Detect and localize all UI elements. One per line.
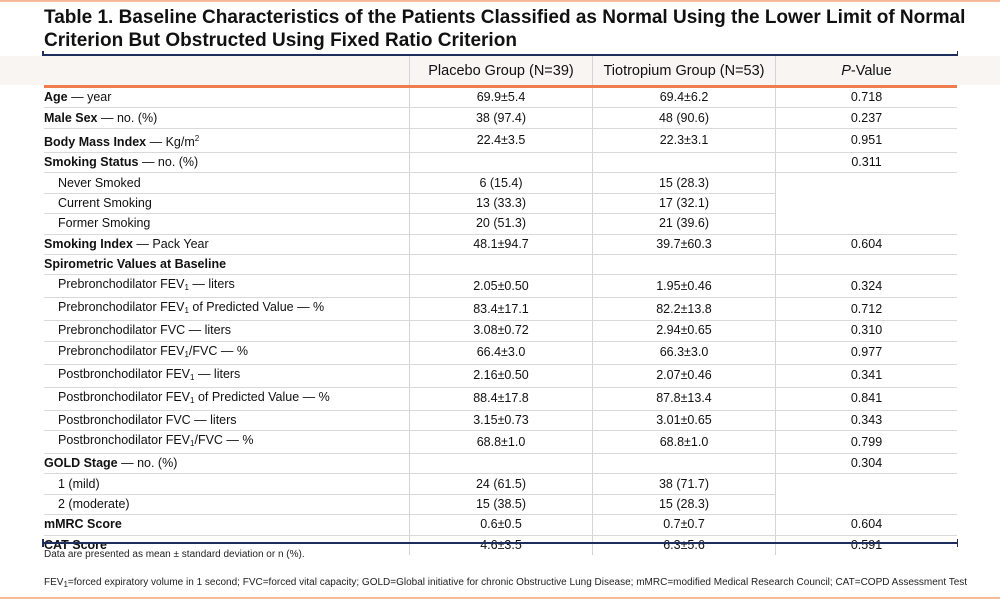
col-placebo: Placebo Group (N=39)	[409, 56, 593, 88]
table-row: Male Sex — no. (%) 38 (97.4) 48 (90.6) 0.23…	[44, 107, 957, 129]
table-row: Prebronchodilator FEV1 — liters 2.05±0.50…	[44, 274, 957, 299]
header-row: Placebo Group (N=39) Tiotropium Group (N…	[44, 56, 957, 88]
table-row: Postbronchodilator FEV1 — liters 2.16±0.5…	[44, 364, 957, 388]
table-row: Prebronchodilator FEV1 of Predicted Valu…	[44, 297, 957, 322]
table-row: Prebronchodilator FEV1/FVC — % 66.4±3.0 66…	[44, 341, 957, 365]
top-border	[0, 0, 1000, 2]
table-title: Table 1. Baseline Characteristics of the…	[44, 7, 966, 51]
table-row: Age — year 69.9±5.4 69.4±6.2 0.718	[44, 86, 957, 109]
table-row: Smoking Index — Pack Year 48.1±94.7 39.7±6…	[44, 234, 957, 255]
top-rule	[42, 51, 958, 58]
table-row: CAT Score 4.6±3.5 6.3±5.6 0.591	[44, 535, 957, 556]
bottom-rule	[42, 539, 958, 546]
table-row: GOLD Stage — no. (%) 0.304	[44, 453, 957, 475]
col-label	[44, 56, 410, 88]
table-row: Prebronchodilator FVC — liters 3.08±0.72 2…	[44, 320, 957, 342]
table-row: Current Smoking 13 (33.3) 17 (32.1)	[44, 193, 957, 215]
baseline-table: Placebo Group (N=39) Tiotropium Group (N…	[44, 56, 957, 556]
table-row: mMRC Score 0.6±0.5 0.7±0.7 0.604	[44, 514, 957, 536]
table-row: Never Smoked 6 (15.4) 15 (28.3)	[44, 172, 957, 235]
table-row: Former Smoking 20 (51.3) 21 (39.6)	[44, 213, 957, 235]
col-tiotropium: Tiotropium Group (N=53)	[592, 56, 776, 88]
abbreviations-note: FEV1=forced expiratory volume in 1 secon…	[44, 577, 968, 589]
table-row: 1 (mild) 24 (61.5) 38 (71.7)	[44, 473, 957, 516]
table-row: Postbronchodilator FVC — liters 3.15±0.73…	[44, 410, 957, 432]
table-row: Smoking Status — no. (%) 0.311	[44, 152, 957, 174]
table-row: Body Mass Index — Kg/m2 22.4±3.5 22.3±3.1 0…	[44, 128, 957, 153]
table-row: Spirometric Values at Baseline	[44, 254, 957, 276]
data-note: Data are presented as mean ± standard de…	[44, 549, 305, 560]
table-row: Postbronchodilator FEV1/FVC — % 68.8±1.0 6…	[44, 430, 957, 455]
table-row: Postbronchodilator FEV1 of Predicted Val…	[44, 387, 957, 411]
col-p-value: P-Value	[775, 56, 957, 88]
bottom-border	[0, 597, 1000, 599]
table-row: 2 (moderate) 15 (38.5) 15 (28.3)	[44, 494, 957, 516]
